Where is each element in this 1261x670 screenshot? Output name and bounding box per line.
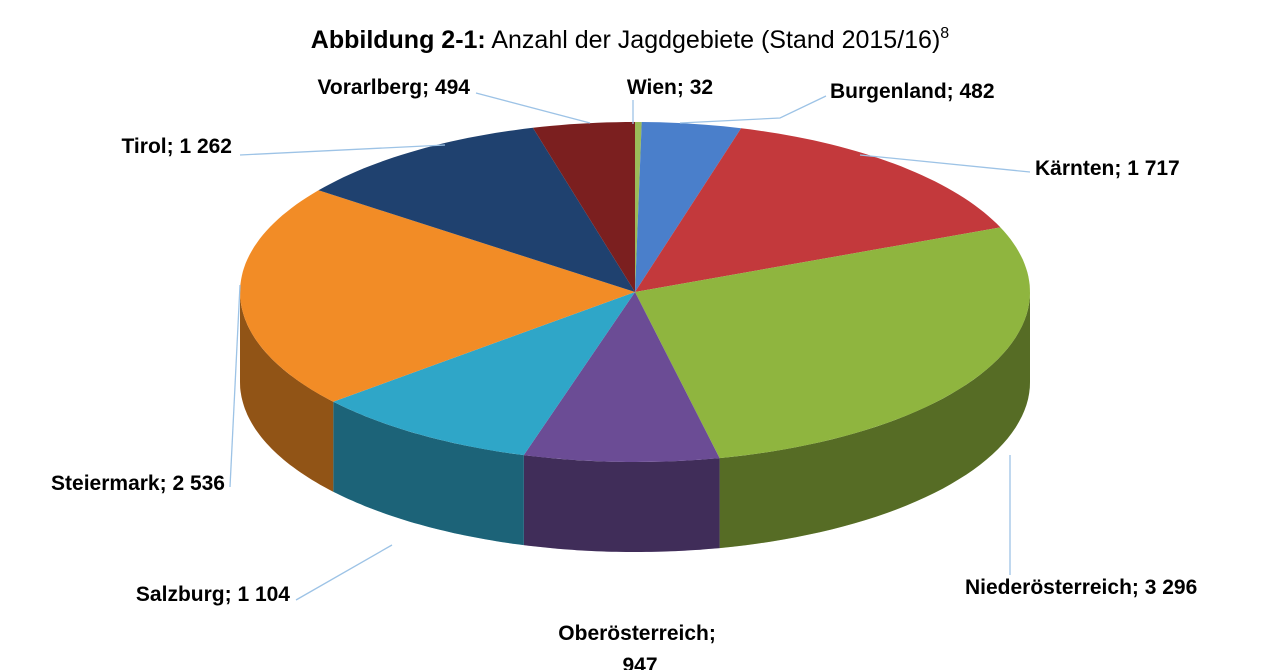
label-separator: ; bbox=[677, 76, 690, 99]
slice bbox=[240, 190, 635, 402]
slice bbox=[333, 292, 635, 456]
slice-side-shade bbox=[719, 292, 1030, 549]
slice bbox=[635, 128, 1001, 292]
label-separator: ; bbox=[225, 583, 238, 606]
label-separator: ; bbox=[1114, 157, 1127, 180]
slice bbox=[635, 122, 742, 292]
data-label: Tirol; 1 262 bbox=[121, 135, 232, 158]
data-label: Steiermark; 2 536 bbox=[51, 472, 225, 495]
label-category: Kärnten bbox=[1035, 157, 1114, 180]
label-separator: ; bbox=[160, 472, 173, 495]
label-separator: ; bbox=[167, 135, 180, 158]
label-category: Niederösterreich bbox=[965, 576, 1132, 599]
label-separator: ; bbox=[422, 76, 435, 99]
label-separator: ; bbox=[709, 622, 722, 645]
leader-line bbox=[475, 92, 591, 124]
slice-side-shade bbox=[333, 401, 524, 546]
label-separator: ; bbox=[947, 80, 960, 103]
slice-side bbox=[240, 292, 334, 492]
slice-side bbox=[719, 292, 1030, 549]
slice bbox=[523, 292, 720, 462]
label-category: Steiermark bbox=[51, 472, 160, 495]
label-separator: ; bbox=[1132, 576, 1145, 599]
leader-line bbox=[295, 544, 393, 601]
slice-side bbox=[523, 455, 720, 552]
data-label: Oberösterreich; 947 bbox=[558, 622, 721, 670]
leader-line bbox=[859, 154, 1031, 173]
slice bbox=[635, 122, 642, 292]
label-category: Burgenland bbox=[830, 80, 947, 103]
label-category: Wien bbox=[627, 76, 677, 99]
label-category: Tirol bbox=[121, 135, 166, 158]
label-value: 2 536 bbox=[172, 472, 225, 495]
leader-line bbox=[679, 95, 827, 124]
label-value: 1 717 bbox=[1127, 157, 1180, 180]
title-text: Anzahl der Jagdgebiete (Stand 2015/16) bbox=[491, 26, 940, 54]
slice bbox=[532, 122, 635, 292]
label-value: 482 bbox=[960, 80, 995, 103]
title-bold: Abbildung 2-1: bbox=[311, 26, 486, 54]
slice-side-shade bbox=[240, 292, 334, 492]
data-label: Salzburg; 1 104 bbox=[136, 583, 290, 606]
slice bbox=[318, 127, 635, 292]
label-value: 32 bbox=[690, 76, 713, 99]
label-category: Vorarlberg bbox=[317, 76, 422, 99]
data-label: Burgenland; 482 bbox=[830, 80, 995, 103]
leader-line bbox=[239, 144, 446, 156]
data-label: Kärnten; 1 717 bbox=[1035, 157, 1180, 180]
leader-line bbox=[229, 284, 241, 488]
slice-side-shade bbox=[523, 455, 720, 552]
slice-side bbox=[333, 401, 524, 546]
chart-title: Abbildung 2-1: Anzahl der Jagdgebiete (S… bbox=[311, 25, 950, 54]
title-footnote: 8 bbox=[940, 25, 949, 42]
label-category: Salzburg bbox=[136, 583, 225, 606]
data-label: Vorarlberg; 494 bbox=[317, 76, 470, 99]
label-value: 3 296 bbox=[1145, 576, 1198, 599]
label-value: 947 bbox=[622, 654, 657, 670]
data-label: Wien; 32 bbox=[627, 76, 713, 99]
label-value: 1 262 bbox=[179, 135, 232, 158]
slice bbox=[635, 227, 1030, 459]
data-label: Niederösterreich; 3 296 bbox=[965, 576, 1197, 599]
label-category: Oberösterreich bbox=[558, 622, 709, 645]
label-value: 1 104 bbox=[237, 583, 290, 606]
label-value: 494 bbox=[435, 76, 470, 99]
